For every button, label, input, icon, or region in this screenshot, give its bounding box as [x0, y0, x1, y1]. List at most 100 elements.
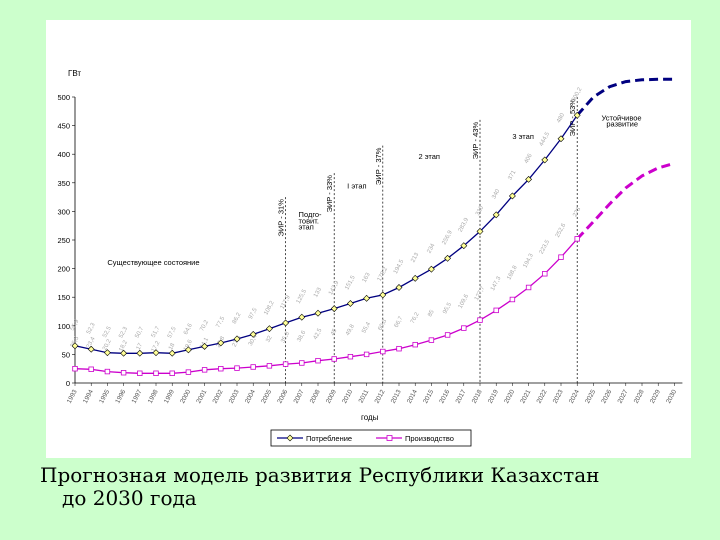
- production-point: [201, 367, 208, 373]
- x-tick-label: 1994: [82, 388, 95, 404]
- data-label: 42,5: [313, 327, 324, 341]
- x-tick-label: 2022: [536, 388, 549, 404]
- x-tick-label: 2013: [390, 388, 403, 404]
- consumption-point: [282, 319, 290, 327]
- consumption-point: [492, 211, 500, 219]
- annotation: этап: [299, 223, 314, 232]
- data-label: 45: [330, 328, 339, 337]
- consumption-forecast-line: [576, 77, 675, 117]
- chart-panel: 0 50 100 150 200 250 300 350 400 450 500 1993 1994 19…: [46, 20, 691, 458]
- data-label: 163: [362, 271, 372, 283]
- x-tick-label: 2002: [212, 388, 225, 404]
- data-label: 194,5: [393, 258, 406, 275]
- data-label: 127,7: [474, 285, 487, 302]
- annotation: 3 этап: [512, 132, 534, 141]
- y-tick-label: 200: [57, 265, 70, 274]
- consumption-point: [136, 349, 144, 357]
- data-label: 52,3: [118, 326, 129, 340]
- legend-label-production: Производство: [405, 434, 454, 443]
- y-tick-label: 50: [62, 350, 70, 359]
- x-tick-label: 2016: [438, 388, 451, 404]
- x-tick-label: 2030: [665, 388, 678, 404]
- consumption-point: [71, 342, 79, 350]
- consumption-point: [120, 349, 128, 357]
- consumption-point: [411, 274, 419, 282]
- production-point: [331, 356, 337, 362]
- consumption-point: [233, 335, 241, 343]
- data-label: 86,2: [232, 311, 243, 325]
- data-label: 142,9: [328, 280, 341, 297]
- consumption-point: [168, 349, 176, 357]
- data-label: 500,2: [571, 86, 584, 103]
- y-tick-label: 0: [66, 379, 70, 388]
- series: [71, 77, 675, 376]
- consumption-point: [184, 346, 192, 354]
- x-tick-label: 1998: [147, 388, 160, 404]
- data-label: 57,5: [167, 326, 178, 340]
- phase-label: ЭИР - 33%: [325, 175, 334, 213]
- data-label: 18,2: [118, 339, 129, 353]
- x-tick-label: 2029: [649, 388, 662, 404]
- annotation: Подго-: [299, 210, 323, 219]
- consumption-point: [460, 242, 468, 250]
- production-point: [363, 351, 370, 358]
- x-tick-label: 2001: [195, 388, 208, 404]
- x-tick-label: 2026: [600, 388, 613, 404]
- consumption-point: [525, 175, 533, 183]
- data-label: 178,2: [377, 266, 390, 283]
- x-tick-label: 2003: [228, 388, 241, 404]
- x-tick-label: 2004: [244, 388, 257, 404]
- data-label: 85: [427, 309, 436, 318]
- data-label: 125,5: [296, 288, 309, 305]
- legend-marker-production: [386, 435, 393, 441]
- data-label: 444,5: [539, 131, 552, 148]
- y-tick-label: 250: [57, 236, 70, 245]
- data-label: 151,5: [344, 274, 357, 291]
- data-label: 117,9: [280, 294, 292, 310]
- production-point: [234, 365, 240, 371]
- production-point: [558, 254, 564, 260]
- production-point: [250, 364, 256, 370]
- x-tick-label: 2017: [455, 388, 468, 404]
- x-tick-label: 2007: [293, 388, 306, 404]
- annotation: развитие: [606, 120, 638, 129]
- consumption-point: [363, 294, 371, 302]
- x-tick-label: 2024: [568, 388, 581, 404]
- data-label: 51,7: [151, 325, 162, 339]
- consumption-point: [87, 345, 95, 353]
- production-point: [412, 341, 418, 348]
- phase-label: ЭИР - 37%: [374, 147, 383, 185]
- x-tick-label: 2027: [617, 388, 630, 404]
- data-label: 70,2: [199, 319, 210, 333]
- data-label: 95,5: [442, 301, 453, 315]
- data-label: 52,3: [86, 322, 97, 336]
- annotations: ЭИР - 31% ЭИР - 33% ЭИР - 37% ЭИР - 43% ЭИР …: [107, 97, 642, 383]
- x-tick-label: 2012: [374, 388, 387, 404]
- data-label: 55,9: [70, 318, 81, 332]
- consumption-point: [314, 309, 322, 317]
- data-label: 77,5: [216, 315, 227, 329]
- data-label: 147,3: [490, 275, 503, 292]
- production-point: [477, 317, 483, 323]
- production-point: [525, 284, 532, 291]
- x-tick-label: 2008: [309, 388, 322, 404]
- production-point: [380, 348, 386, 355]
- data-label: 223,5: [539, 239, 552, 256]
- production-point: [218, 365, 224, 372]
- data-label: 310: [475, 205, 485, 217]
- consumption-point: [508, 192, 516, 200]
- phase-label: ЭИР - 43%: [471, 122, 480, 160]
- data-label: 32: [265, 334, 274, 343]
- data-label: 23,4: [86, 336, 97, 350]
- phase-label: ЭИР - 53%: [568, 99, 577, 137]
- production-point: [72, 365, 78, 372]
- consumption-point: [265, 325, 273, 333]
- consumption-point: [395, 284, 403, 291]
- consumption-point: [298, 313, 306, 321]
- consumption-point: [217, 339, 225, 347]
- production-point: [120, 370, 127, 376]
- data-label: 371: [508, 169, 518, 181]
- data-label: 50,7: [135, 326, 146, 340]
